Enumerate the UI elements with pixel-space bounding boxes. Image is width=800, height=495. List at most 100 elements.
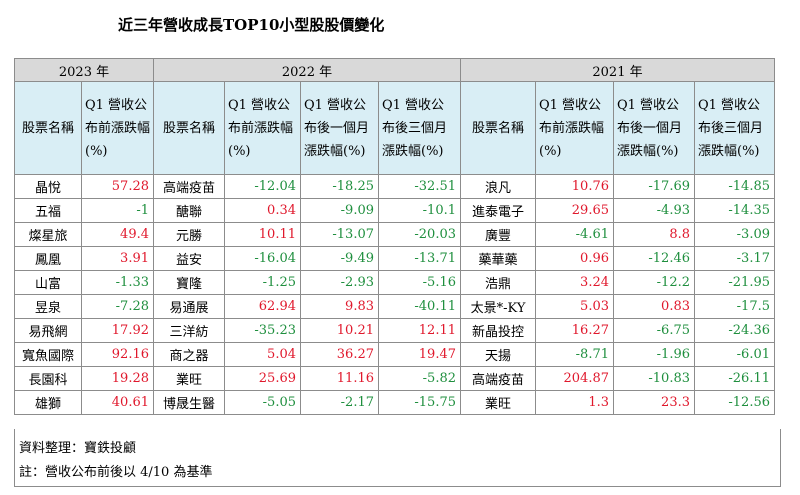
change-value-cell: -13.07 [300,222,379,247]
header-after3-2021: Q1 營收公布後三個月漲跌幅(%) [694,81,775,175]
change-value-cell: -35.23 [224,318,301,343]
change-value-cell: 92.16 [81,342,154,367]
change-value-cell: -2.93 [300,270,379,295]
stock-name-cell: 進泰電子 [460,198,536,223]
stock-name-cell: 易飛網 [14,318,82,343]
table-row: 寬魚國際 92.16 商之器 5.04 36.27 19.47 天揚 -8.71 -1.96 -6… [14,342,775,367]
change-value-cell: -5.82 [378,366,461,391]
change-value-cell: -14.85 [694,174,775,199]
change-value-cell: -40.11 [378,294,461,319]
table-row: 山富 -1.33 寶隆 -1.25 -2.93 -5.16 浩鼎 3.24 -12.2 -21.9… [14,270,775,295]
change-value-cell: -21.95 [694,270,775,295]
change-value-cell: -12.2 [613,270,695,295]
change-value-cell: -12.04 [224,174,301,199]
stock-name-cell: 業旺 [460,390,536,415]
header-name-2021: 股票名稱 [460,81,536,175]
change-value-cell: 62.94 [224,294,301,319]
remark-note: 註：營收公布前後以 4/10 為基準 [19,465,213,480]
change-value-cell: -7.28 [81,294,154,319]
change-value-cell: 25.69 [224,366,301,391]
change-value-cell: -2.17 [300,390,379,415]
change-value-cell: -26.11 [694,366,775,391]
stock-name-cell: 鳳凰 [14,246,82,271]
change-value-cell: -6.75 [613,318,695,343]
change-value-cell: 8.8 [613,222,695,247]
stock-name-cell: 博晟生醫 [153,390,225,415]
stock-name-cell: 寶隆 [153,270,225,295]
change-value-cell: 40.61 [81,390,154,415]
stock-name-cell: 浩鼎 [460,270,536,295]
change-value-cell: -14.35 [694,198,775,223]
year-2021: 2021 年 [460,58,775,82]
change-value-cell: -32.51 [378,174,461,199]
change-value-cell: -3.17 [694,246,775,271]
change-value-cell: -4.61 [535,222,614,247]
change-value-cell: 12.11 [378,318,461,343]
stock-name-cell: 山富 [14,270,82,295]
change-value-cell: 0.96 [535,246,614,271]
change-value-cell: -12.46 [613,246,695,271]
stock-name-cell: 晶悅 [14,174,82,199]
change-value-cell: 10.21 [300,318,379,343]
change-value-cell: 19.28 [81,366,154,391]
stock-name-cell: 昱泉 [14,294,82,319]
stock-name-cell: 太景*-KY [460,294,536,319]
table-row: 長園科 19.28 業旺 25.69 11.16 -5.82 高端疫苗 204.87 -10.8… [14,366,775,391]
header-before-2021: Q1 營收公布前漲跌幅(%) [535,81,614,175]
change-value-cell: -10.83 [613,366,695,391]
change-value-cell: -4.93 [613,198,695,223]
change-value-cell: -1.96 [613,342,695,367]
table-row: 晶悅 57.28 高端疫苗 -12.04 -18.25 -32.51 浪凡 10.76 -17.… [14,174,775,199]
change-value-cell: 49.4 [81,222,154,247]
change-value-cell: -6.01 [694,342,775,367]
change-value-cell: 10.11 [224,222,301,247]
stock-name-cell: 寬魚國際 [14,342,82,367]
change-value-cell: 11.16 [300,366,379,391]
change-value-cell: -12.56 [694,390,775,415]
stock-name-cell: 藥華藥 [460,246,536,271]
change-value-cell: 1.3 [535,390,614,415]
header-before-2023: Q1 營收公布前漲跌幅(%) [81,81,154,175]
notes-box: 資料整理：寶鉄投顧 註：營收公布前後以 4/10 為基準 [14,429,781,487]
change-value-cell: 10.76 [535,174,614,199]
change-value-cell: -17.69 [613,174,695,199]
header-after1-2021: Q1 營收公布後一個月漲跌幅(%) [613,81,695,175]
source-note: 資料整理：寶鉄投顧 [19,441,137,456]
stock-table: 2023 年 2022 年 2021 年 股票名稱 Q1 營收公布前漲跌幅(%)… [14,58,775,415]
change-value-cell: 57.28 [81,174,154,199]
change-value-cell: 16.27 [535,318,614,343]
stock-name-cell: 易通展 [153,294,225,319]
stock-name-cell: 廣豐 [460,222,536,247]
header-name-2023: 股票名稱 [14,81,82,175]
change-value-cell: -15.75 [378,390,461,415]
stock-name-cell: 業旺 [153,366,225,391]
change-value-cell: -5.16 [378,270,461,295]
change-value-cell: 3.91 [81,246,154,271]
change-value-cell: 0.34 [224,198,301,223]
stock-name-cell: 天揚 [460,342,536,367]
change-value-cell: 19.47 [378,342,461,367]
stock-name-cell: 高端疫苗 [460,366,536,391]
table-row: 雄獅 40.61 博晟生醫 -5.05 -2.17 -15.75 業旺 1.3 23.3 -12.… [14,390,775,415]
header-name-2022: 股票名稱 [153,81,225,175]
table-title: 近三年營收成長TOP10小型股股價變化 [118,16,385,34]
change-value-cell: -3.09 [694,222,775,247]
stock-name-cell: 高端疫苗 [153,174,225,199]
change-value-cell: 3.24 [535,270,614,295]
header-before-2022: Q1 營收公布前漲跌幅(%) [224,81,301,175]
change-value-cell: -9.49 [300,246,379,271]
change-value-cell: -1.25 [224,270,301,295]
change-value-cell: 204.87 [535,366,614,391]
table-row: 五福 -1 醣聯 0.34 -9.09 -10.1 進泰電子 29.65 -4.93 -14.35 [14,198,775,223]
stock-name-cell: 益安 [153,246,225,271]
change-value-cell: -5.05 [224,390,301,415]
change-value-cell: -17.5 [694,294,775,319]
change-value-cell: -9.09 [300,198,379,223]
stock-name-cell: 三洋紡 [153,318,225,343]
change-value-cell: -20.03 [378,222,461,247]
change-value-cell: -8.71 [535,342,614,367]
stock-name-cell: 醣聯 [153,198,225,223]
stock-name-cell: 五福 [14,198,82,223]
change-value-cell: -13.71 [378,246,461,271]
stock-name-cell: 燦星旅 [14,222,82,247]
